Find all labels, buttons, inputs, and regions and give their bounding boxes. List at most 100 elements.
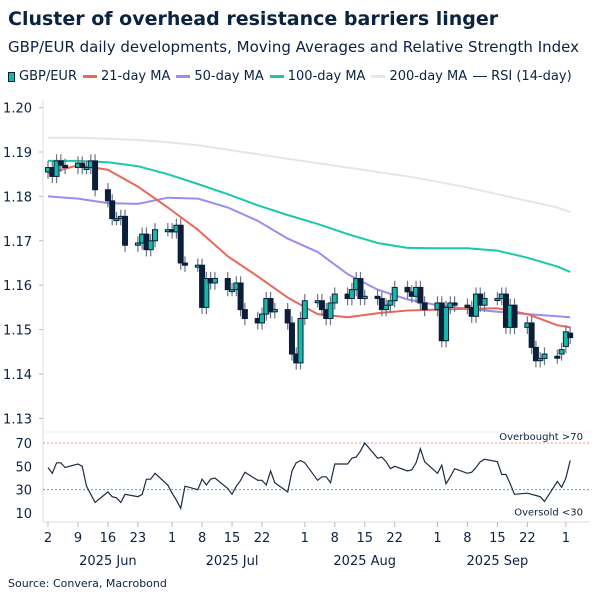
candle-body (134, 242, 141, 246)
x-tick-label: 8 (463, 531, 471, 546)
candle (387, 294, 394, 312)
candle-body (374, 295, 381, 300)
candle (211, 271, 218, 290)
candle (541, 347, 548, 366)
candle-body (421, 302, 428, 311)
legend-item: 21-day MA (82, 69, 171, 84)
candle-body (229, 289, 236, 293)
candle-body (53, 160, 60, 177)
x-tick-label: 1 (168, 531, 176, 546)
legend-label: 21-day MA (100, 69, 171, 84)
x-tick-label: 1 (433, 531, 441, 546)
overbought-label: Overbought >70 (499, 432, 583, 443)
candle (511, 298, 518, 335)
ma200-line (48, 136, 571, 213)
candle (327, 296, 334, 326)
ma100-line (48, 159, 571, 273)
candle-body (361, 295, 368, 300)
candle-body (541, 353, 548, 359)
candle-body (79, 162, 86, 169)
candle-body (83, 167, 90, 171)
candle (404, 280, 411, 299)
candle-body (528, 322, 535, 348)
candle (109, 194, 116, 226)
candle (378, 291, 385, 317)
candle (301, 294, 308, 326)
candle (464, 298, 471, 315)
x-tick-label: 15 (489, 531, 506, 546)
candle (383, 298, 390, 317)
candle (361, 289, 368, 306)
candle (57, 154, 64, 172)
y-tick-label: 1.20 (3, 102, 32, 117)
candle-body (288, 322, 295, 355)
legend-swatch (371, 75, 386, 78)
month-label: 2025 Jun (79, 554, 137, 569)
candle-body (451, 302, 458, 306)
candle-body (147, 240, 154, 251)
candle-body (318, 300, 325, 311)
x-tick-label: 9 (74, 531, 82, 546)
candle (374, 289, 381, 306)
candle (92, 154, 99, 197)
legend-item: 200-day MA (371, 69, 467, 84)
x-tick-label: 16 (100, 531, 117, 546)
legend-swatch (473, 75, 488, 78)
candle (113, 211, 120, 226)
candle (537, 351, 544, 368)
candle-body (378, 298, 385, 311)
candle-body (301, 300, 308, 319)
candle (134, 236, 141, 252)
candle-body (152, 229, 158, 242)
legend-label: GBP/EUR (19, 69, 77, 84)
candle-body (177, 224, 184, 264)
candle (104, 183, 111, 208)
candle-body (224, 278, 231, 291)
chart-subtitle: GBP/EUR daily developments, Moving Avera… (8, 38, 579, 56)
oversold-label: Oversold <30 (514, 508, 583, 519)
rsi-tick-label: 70 (15, 437, 32, 452)
candle-body (537, 357, 544, 362)
candle (421, 296, 428, 317)
legend-label: 100-day MA (287, 69, 366, 84)
candle-body (109, 200, 116, 220)
month-label: 2025 Sep (467, 554, 529, 569)
candle-body (297, 318, 304, 364)
y-tick-label: 1.18 (3, 190, 32, 205)
legend-swatch (176, 75, 191, 78)
candle-body (532, 346, 539, 362)
candle (318, 294, 325, 317)
candle (357, 271, 364, 306)
x-tick-label: 22 (254, 531, 271, 546)
candle-body (104, 189, 111, 202)
rsi-tick-label: 30 (15, 484, 32, 499)
candle-body (57, 160, 64, 166)
candle (229, 282, 236, 297)
candle-body (203, 278, 210, 308)
candle (62, 158, 69, 175)
candle-body (267, 298, 274, 313)
candle (79, 156, 86, 175)
candle (443, 300, 450, 348)
y-tick-label: 1.19 (3, 146, 32, 161)
candle-body (511, 304, 518, 328)
x-tick-label: 8 (198, 531, 206, 546)
y-tick-label: 1.14 (3, 368, 32, 383)
y-tick-label: 1.17 (3, 235, 32, 250)
candle-body (404, 286, 411, 293)
candle-body (357, 278, 364, 300)
candle (177, 218, 184, 270)
candle-body (417, 286, 424, 304)
candle-body (122, 215, 129, 246)
candle-body (348, 289, 355, 300)
candle-body (558, 349, 565, 355)
legend-swatch (269, 75, 284, 78)
candle-body (464, 304, 471, 308)
candle (259, 307, 265, 330)
legend: GBP/EUR 21-day MA 50-day MA 100-day MA 200-d… (8, 69, 572, 84)
candle (152, 223, 158, 248)
candle (567, 326, 574, 345)
ma21-line (47, 164, 571, 329)
